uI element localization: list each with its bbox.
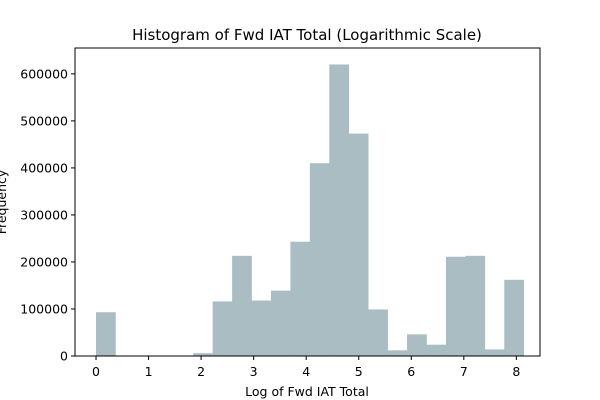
y-tick-label: 600000 — [20, 66, 68, 81]
histogram-bar-6 — [212, 301, 233, 356]
y-tick-label: 0 — [60, 349, 68, 364]
histogram-bar-17 — [426, 344, 447, 356]
y-tick-label: 300000 — [20, 207, 68, 222]
histogram-bar-0 — [96, 312, 116, 356]
histogram-bar-10 — [290, 241, 311, 356]
plot-frame — [74, 47, 541, 357]
y-tick-label: 200000 — [20, 254, 68, 269]
histogram-bar-5 — [193, 353, 213, 356]
y-tick-label: 400000 — [20, 160, 68, 175]
histogram-bar-15 — [387, 350, 408, 356]
histogram-bar-14 — [368, 309, 388, 356]
histogram-bar-9 — [270, 290, 291, 356]
histogram-bar-19 — [465, 255, 486, 356]
x-tick-label: 4 — [302, 364, 310, 379]
x-tick-label: 7 — [460, 364, 468, 379]
y-tick-label: 100000 — [20, 301, 68, 316]
y-axis-label: Frequency — [0, 169, 9, 234]
x-tick-label: 2 — [197, 364, 205, 379]
x-tick-label: 0 — [92, 364, 100, 379]
histogram-bar-16 — [407, 334, 427, 356]
x-tick-label: 1 — [145, 364, 153, 379]
histogram-bar-13 — [348, 133, 369, 356]
histogram-bar-20 — [484, 349, 505, 356]
x-tick-label: 3 — [250, 364, 258, 379]
y-tick-label: 500000 — [20, 113, 68, 128]
histogram-bar-8 — [251, 300, 272, 356]
x-tick-label: 5 — [355, 364, 363, 379]
bars-group — [96, 64, 525, 357]
histogram-bar-12 — [329, 64, 350, 357]
x-tick-label: 8 — [512, 364, 520, 379]
histogram-bar-7 — [232, 255, 252, 356]
histogram-bar-18 — [445, 256, 466, 356]
chart-title: Histogram of Fwd IAT Total (Logarithmic … — [132, 26, 482, 44]
histogram-bar-11 — [309, 163, 330, 356]
x-tick-label: 6 — [407, 364, 415, 379]
x-axis: 0 1 2 3 4 5 6 7 8 — [92, 356, 520, 379]
x-axis-label: Log of Fwd IAT Total — [245, 384, 369, 399]
y-axis: 0 100000 200000 300000 400000 500000 600000 — [20, 66, 75, 364]
histogram-bar-21 — [504, 279, 525, 356]
